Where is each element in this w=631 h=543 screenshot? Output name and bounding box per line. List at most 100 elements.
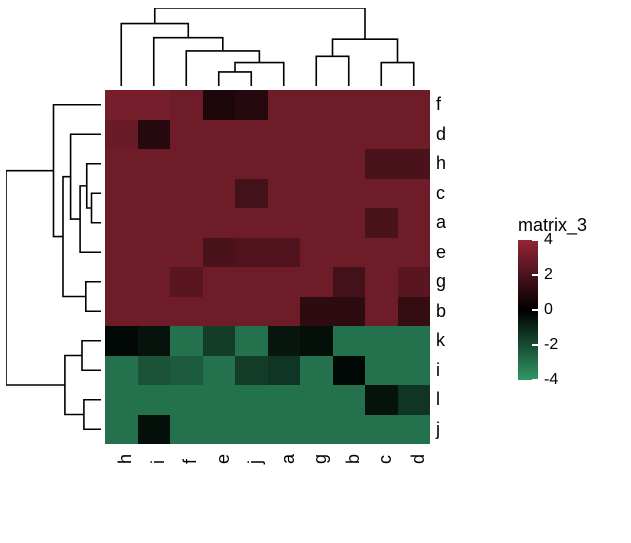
heatmap-cell	[268, 267, 301, 297]
heatmap-grid	[105, 90, 430, 444]
heatmap-cell	[203, 90, 236, 120]
heatmap-cell	[138, 208, 171, 238]
col-label: f	[180, 424, 201, 464]
heatmap-cell	[333, 208, 366, 238]
legend-tick-mark	[532, 309, 538, 311]
heatmap-cell	[138, 267, 171, 297]
legend-tick: 2	[518, 266, 553, 284]
heatmap-cell	[138, 90, 171, 120]
heatmap-cell	[235, 149, 268, 179]
heatmap-cell	[333, 238, 366, 268]
row-label: g	[430, 267, 446, 297]
row-label: a	[430, 208, 446, 238]
heatmap-clustermap: fdhcaegbkilj hifejagbcd matrix_3 -4-2024	[0, 0, 631, 543]
legend-tick-label: 0	[544, 301, 553, 319]
heatmap-cell	[105, 90, 138, 120]
heatmap-cell	[300, 120, 333, 150]
heatmap-cell	[138, 356, 171, 386]
legend-tick: -4	[518, 371, 558, 389]
col-labels: hifejagbcd	[105, 464, 430, 504]
heatmap-cell	[170, 120, 203, 150]
heatmap-cell	[203, 238, 236, 268]
heatmap-cell	[268, 356, 301, 386]
col-label: g	[310, 424, 331, 464]
heatmap-cell	[105, 267, 138, 297]
heatmap-cell	[398, 208, 431, 238]
heatmap-cell	[170, 267, 203, 297]
heatmap-cell	[170, 297, 203, 327]
heatmap-cell	[365, 385, 398, 415]
heatmap-cell	[300, 179, 333, 209]
heatmap-cell	[300, 356, 333, 386]
heatmap-cell	[300, 208, 333, 238]
heatmap-cell	[333, 90, 366, 120]
heatmap-cell	[365, 238, 398, 268]
row-label: f	[430, 90, 446, 120]
heatmap-cell	[170, 326, 203, 356]
heatmap-cell	[365, 297, 398, 327]
heatmap-cell	[300, 297, 333, 327]
heatmap-cell	[105, 120, 138, 150]
row-label: e	[430, 238, 446, 268]
heatmap-cell	[268, 326, 301, 356]
heatmap-cell	[105, 208, 138, 238]
row-label: c	[430, 179, 446, 209]
heatmap-cell	[105, 149, 138, 179]
row-label: d	[430, 120, 446, 150]
heatmap-cell	[398, 385, 431, 415]
heatmap-cell	[398, 90, 431, 120]
heatmap-cell	[170, 208, 203, 238]
heatmap-cell	[203, 120, 236, 150]
row-label: b	[430, 297, 446, 327]
heatmap-cell	[203, 326, 236, 356]
col-label: i	[148, 424, 169, 464]
legend-tick-label: 4	[544, 231, 553, 249]
heatmap-cell	[398, 326, 431, 356]
row-label: h	[430, 149, 446, 179]
heatmap-cell	[170, 179, 203, 209]
legend-tick-mark	[532, 344, 538, 346]
legend-tick-mark	[532, 379, 538, 381]
heatmap-cell	[138, 238, 171, 268]
heatmap-cell	[268, 297, 301, 327]
heatmap-cell	[398, 179, 431, 209]
heatmap-cell	[138, 179, 171, 209]
heatmap-cell	[333, 297, 366, 327]
heatmap-cell	[333, 120, 366, 150]
heatmap-cell	[203, 356, 236, 386]
col-label: h	[115, 424, 136, 464]
heatmap-cell	[300, 149, 333, 179]
col-label: b	[343, 424, 364, 464]
legend-tick: -2	[518, 336, 558, 354]
heatmap-cell	[300, 385, 333, 415]
heatmap-cell	[235, 356, 268, 386]
row-label: i	[430, 356, 446, 386]
row-label: j	[430, 415, 446, 445]
heatmap-cell	[170, 149, 203, 179]
heatmap-cell	[333, 326, 366, 356]
heatmap-cell	[300, 238, 333, 268]
heatmap-cell	[398, 297, 431, 327]
heatmap-cell	[268, 385, 301, 415]
heatmap-cell	[138, 297, 171, 327]
legend-tick-label: -4	[544, 371, 558, 389]
heatmap-cell	[235, 179, 268, 209]
col-label: a	[278, 424, 299, 464]
col-label: e	[213, 424, 234, 464]
heatmap-cell	[203, 267, 236, 297]
heatmap-cell	[333, 267, 366, 297]
heatmap-cell	[365, 356, 398, 386]
heatmap-cell	[235, 326, 268, 356]
heatmap-cell	[398, 267, 431, 297]
dendrogram-top	[105, 8, 430, 86]
heatmap-cell	[203, 179, 236, 209]
heatmap-cell	[365, 90, 398, 120]
legend-tick-label: 2	[544, 266, 553, 284]
dendrogram-left	[6, 90, 101, 444]
col-label: d	[408, 424, 429, 464]
heatmap-cell	[170, 90, 203, 120]
heatmap-cell	[170, 385, 203, 415]
heatmap-cell	[398, 238, 431, 268]
col-label: c	[375, 424, 396, 464]
heatmap-cell	[105, 297, 138, 327]
